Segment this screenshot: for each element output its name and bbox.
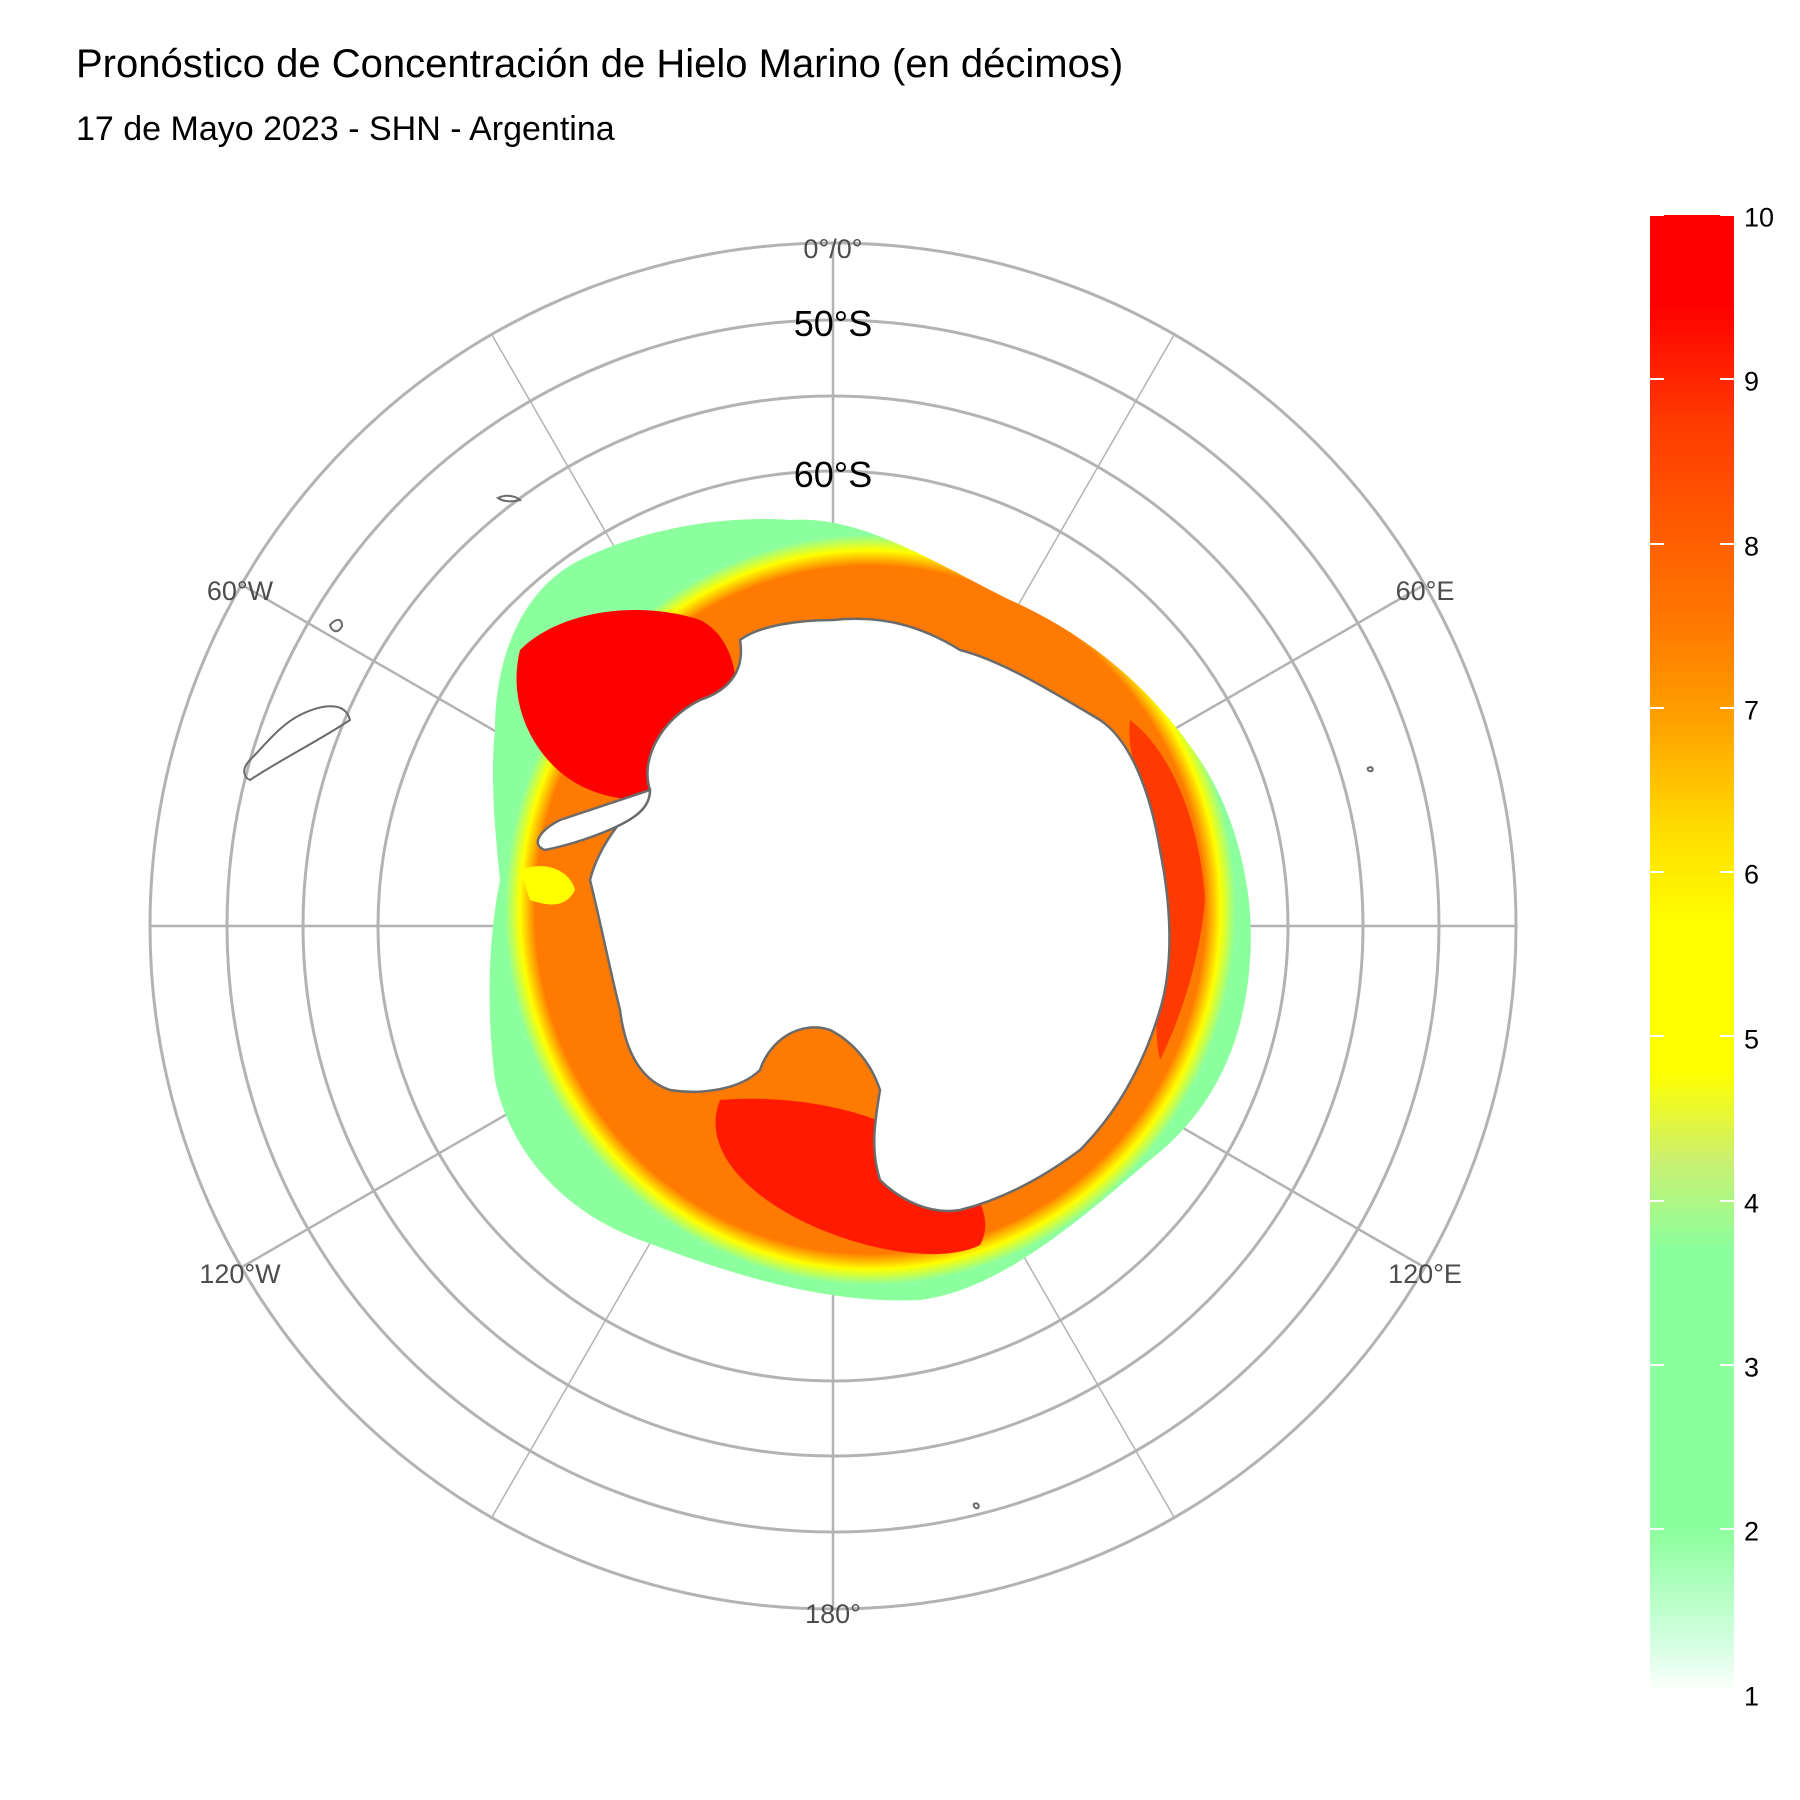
colorbar-tick xyxy=(1720,871,1734,873)
islands xyxy=(243,494,1374,1510)
lon-label-180: 180° xyxy=(805,1599,861,1629)
colorbar-tick xyxy=(1720,214,1734,216)
chart-subtitle: 17 de Mayo 2023 - SHN - Argentina xyxy=(76,110,615,148)
colorbar-label-7: 7 xyxy=(1744,695,1760,726)
colorbar-tick xyxy=(1650,1200,1664,1202)
colorbar-label-4: 4 xyxy=(1744,1188,1760,1219)
colorbar-tick xyxy=(1650,1035,1664,1037)
chart-title: Pronóstico de Concentración de Hielo Mar… xyxy=(76,42,1124,86)
colorbar-tick xyxy=(1650,871,1664,873)
colorbar-tick xyxy=(1650,214,1664,216)
colorbar-label-2: 2 xyxy=(1744,1516,1760,1547)
lat-label-50s: 50°S xyxy=(794,303,872,344)
map-labels: 50°S 60°S 0°/0° 60°W 60°E 120°W 120°E 18… xyxy=(199,234,1462,1629)
lon-label-120w: 120°W xyxy=(199,1259,281,1289)
macquarie-island xyxy=(972,1502,980,1510)
colorbar-tick xyxy=(1650,1364,1664,1366)
colorbar-tick xyxy=(1720,1364,1734,1366)
colorbar-tick xyxy=(1650,1528,1664,1530)
colorbar-tick xyxy=(1720,707,1734,709)
ice-ross-sea-max xyxy=(715,1098,986,1255)
colorbar-tick xyxy=(1650,543,1664,545)
colorbar-label-1: 1 xyxy=(1744,1681,1760,1712)
lon-label-60w: 60°W xyxy=(207,576,274,606)
colorbar-tick xyxy=(1720,378,1734,380)
colorbar-tick xyxy=(1720,1035,1734,1037)
colorbar-label-5: 5 xyxy=(1744,1024,1760,1055)
falkland-islands xyxy=(328,618,344,633)
colorbar-tick xyxy=(1720,1528,1734,1530)
lon-label-top: 0°/0° xyxy=(803,234,862,264)
colorbar-label-3: 3 xyxy=(1744,1352,1760,1383)
colorbar-tick xyxy=(1720,1200,1734,1202)
colorbar-tick xyxy=(1650,707,1664,709)
lat-label-60s: 60°S xyxy=(794,454,872,495)
colorbar xyxy=(1650,214,1734,1693)
lon-label-120e: 120°E xyxy=(1388,1259,1462,1289)
colorbar-label-8: 8 xyxy=(1744,531,1760,562)
antarctic-peninsula xyxy=(536,788,652,852)
lon-label-60e: 60°E xyxy=(1396,576,1455,606)
colorbar-label-10: 10 xyxy=(1744,202,1775,233)
colorbar-label-9: 9 xyxy=(1744,366,1760,397)
south-america-tip xyxy=(243,705,352,782)
ice-band-yellow-west xyxy=(520,866,575,905)
south-georgia xyxy=(496,494,522,503)
kerguelen-islands xyxy=(1366,766,1374,773)
antarctica xyxy=(536,617,1171,1213)
colorbar-tick xyxy=(1650,378,1664,380)
colorbar-tick xyxy=(1720,543,1734,545)
colorbar-label-6: 6 xyxy=(1744,859,1760,890)
